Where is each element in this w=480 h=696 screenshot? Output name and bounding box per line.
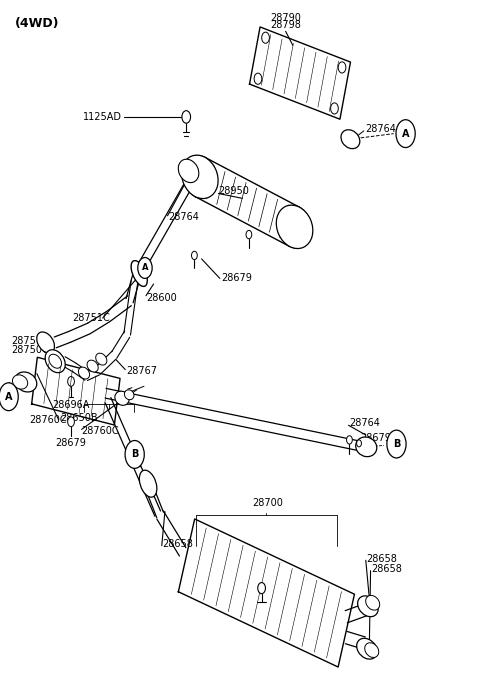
Ellipse shape [178, 159, 199, 182]
Ellipse shape [356, 437, 377, 457]
Text: 28751B: 28751B [11, 336, 49, 346]
Text: 28750G: 28750G [11, 345, 49, 355]
Text: 28760C: 28760C [29, 415, 66, 425]
Circle shape [262, 32, 269, 43]
Circle shape [347, 436, 352, 444]
Ellipse shape [139, 470, 157, 497]
Circle shape [396, 120, 415, 148]
Text: 28767: 28767 [126, 366, 157, 376]
Ellipse shape [357, 638, 377, 659]
Text: 28679: 28679 [221, 274, 252, 283]
Text: 28658: 28658 [371, 564, 402, 574]
Text: A: A [5, 392, 12, 402]
Ellipse shape [87, 360, 98, 372]
Text: 28679: 28679 [56, 438, 86, 448]
Ellipse shape [96, 353, 107, 365]
Circle shape [125, 441, 144, 468]
Ellipse shape [365, 642, 379, 658]
Ellipse shape [366, 595, 380, 610]
Circle shape [138, 258, 152, 278]
Text: 28696A: 28696A [52, 400, 90, 410]
Text: 1125AD: 1125AD [84, 112, 122, 122]
Text: 28650B: 28650B [60, 413, 98, 422]
Circle shape [331, 103, 338, 114]
Text: A: A [402, 129, 409, 139]
Circle shape [0, 383, 18, 411]
Text: 28950: 28950 [218, 187, 249, 196]
Ellipse shape [276, 205, 313, 248]
Text: 28790: 28790 [270, 13, 301, 23]
Circle shape [68, 377, 74, 386]
Text: (4WD): (4WD) [14, 17, 59, 31]
Text: B: B [393, 439, 400, 449]
Text: 28764: 28764 [168, 212, 199, 222]
Circle shape [68, 417, 74, 427]
Text: 28764: 28764 [365, 124, 396, 134]
Circle shape [258, 583, 265, 594]
Circle shape [357, 440, 361, 447]
Ellipse shape [131, 260, 147, 287]
Ellipse shape [341, 129, 360, 149]
Text: 28764: 28764 [349, 418, 380, 428]
Ellipse shape [181, 155, 218, 198]
Ellipse shape [15, 372, 37, 392]
Ellipse shape [358, 596, 378, 617]
Text: 28760C: 28760C [82, 426, 119, 436]
Ellipse shape [115, 391, 129, 405]
Text: 28679: 28679 [360, 434, 391, 443]
Ellipse shape [49, 354, 61, 368]
Circle shape [338, 62, 346, 73]
Circle shape [182, 111, 191, 123]
Circle shape [192, 251, 197, 260]
Text: 28600: 28600 [146, 293, 177, 303]
Circle shape [254, 73, 262, 84]
Circle shape [246, 230, 252, 239]
Ellipse shape [37, 332, 54, 353]
Text: 28751C: 28751C [72, 313, 110, 323]
Text: 28798: 28798 [270, 20, 301, 30]
Circle shape [387, 430, 406, 458]
Text: 28700: 28700 [252, 498, 283, 508]
Ellipse shape [124, 390, 134, 400]
Ellipse shape [277, 205, 312, 248]
Text: 28658: 28658 [366, 554, 397, 564]
Ellipse shape [183, 155, 217, 198]
Ellipse shape [45, 350, 65, 372]
Text: 28658: 28658 [162, 539, 193, 549]
Ellipse shape [12, 375, 28, 389]
Text: B: B [131, 450, 138, 459]
Ellipse shape [78, 367, 90, 379]
Text: A: A [142, 264, 148, 272]
